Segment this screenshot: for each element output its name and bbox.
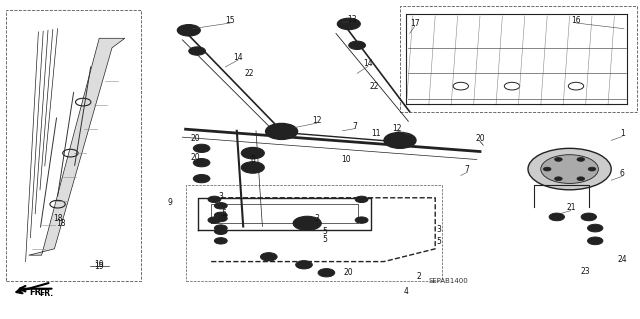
Circle shape: [318, 269, 335, 277]
Text: 18: 18: [53, 214, 62, 223]
Text: FR.: FR.: [40, 289, 54, 298]
Text: 7: 7: [465, 165, 470, 174]
Circle shape: [543, 167, 551, 171]
Text: 11: 11: [372, 129, 381, 138]
Text: 3: 3: [314, 214, 319, 223]
Circle shape: [260, 253, 277, 261]
Text: 23: 23: [580, 267, 591, 276]
Text: 15: 15: [225, 16, 236, 25]
Circle shape: [337, 18, 360, 30]
Circle shape: [241, 147, 264, 159]
Text: 22: 22: [245, 69, 254, 78]
Circle shape: [554, 158, 563, 161]
Polygon shape: [29, 38, 125, 255]
Circle shape: [355, 217, 368, 223]
Circle shape: [214, 212, 227, 219]
Circle shape: [214, 215, 227, 222]
Text: 21: 21: [566, 204, 575, 212]
Text: 20: 20: [475, 134, 485, 143]
Text: 5: 5: [323, 235, 328, 244]
Text: 20: 20: [190, 134, 200, 143]
Text: 22: 22: [370, 82, 379, 91]
Text: 1: 1: [620, 130, 625, 138]
Circle shape: [296, 261, 312, 269]
Text: 6: 6: [620, 169, 625, 178]
Circle shape: [189, 47, 205, 55]
Circle shape: [241, 162, 264, 173]
Circle shape: [214, 228, 227, 234]
Text: 19: 19: [94, 262, 104, 271]
Text: 5: 5: [323, 227, 328, 236]
Circle shape: [349, 41, 365, 49]
Circle shape: [193, 159, 210, 167]
Circle shape: [301, 220, 314, 226]
Text: 24: 24: [617, 256, 627, 264]
Circle shape: [214, 238, 227, 244]
Text: 3: 3: [436, 225, 441, 234]
Circle shape: [208, 196, 221, 203]
Text: 14: 14: [363, 59, 373, 68]
Circle shape: [214, 225, 227, 231]
Text: 5: 5: [436, 237, 441, 246]
Text: 8: 8: [250, 155, 255, 164]
Text: FR.: FR.: [29, 288, 45, 297]
Circle shape: [392, 137, 408, 144]
Circle shape: [193, 144, 210, 152]
Circle shape: [554, 177, 563, 181]
Circle shape: [541, 155, 598, 183]
Text: 20: 20: [344, 268, 354, 277]
Text: 3: 3: [218, 192, 223, 201]
Text: 4: 4: [404, 287, 409, 296]
Circle shape: [355, 196, 368, 203]
Text: 12: 12: [312, 116, 321, 125]
Text: 2: 2: [417, 272, 422, 281]
Text: 5: 5: [221, 209, 227, 218]
Text: 19: 19: [94, 260, 104, 269]
Text: 9: 9: [167, 198, 172, 207]
Circle shape: [577, 158, 585, 161]
Circle shape: [274, 128, 289, 135]
Circle shape: [293, 216, 321, 230]
Circle shape: [581, 213, 596, 221]
Circle shape: [177, 25, 200, 36]
Text: 7: 7: [353, 122, 358, 130]
Text: 16: 16: [571, 16, 581, 25]
Text: SEPAB1400: SEPAB1400: [428, 278, 468, 284]
Circle shape: [384, 132, 416, 148]
Text: 20: 20: [190, 153, 200, 162]
Circle shape: [588, 167, 596, 171]
Text: 18: 18: [56, 219, 65, 228]
Circle shape: [588, 224, 603, 232]
Text: 10: 10: [340, 155, 351, 164]
Circle shape: [528, 148, 611, 190]
Text: 17: 17: [410, 19, 420, 28]
Text: 12: 12: [392, 124, 401, 133]
Circle shape: [214, 203, 227, 209]
Text: 13: 13: [347, 15, 357, 24]
Circle shape: [266, 123, 298, 139]
Circle shape: [577, 177, 585, 181]
Text: 14: 14: [233, 53, 243, 62]
Circle shape: [549, 213, 564, 221]
Circle shape: [208, 217, 221, 223]
Circle shape: [588, 237, 603, 245]
Circle shape: [193, 174, 210, 183]
